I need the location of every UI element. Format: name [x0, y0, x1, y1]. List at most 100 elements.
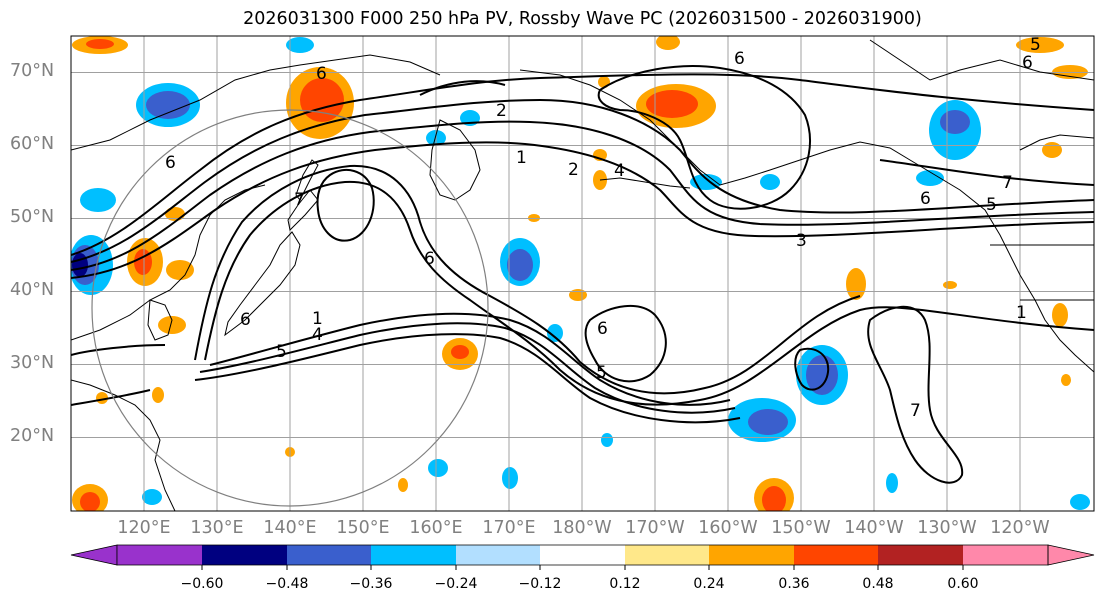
colorbar-tick-label: 0.36	[778, 576, 810, 592]
pv-contour-line	[194, 164, 861, 395]
positive-anomaly-blob	[398, 478, 408, 492]
positive-anomaly-blob	[846, 268, 866, 300]
contour-label: 2	[568, 160, 579, 180]
contour-label: 5	[276, 342, 287, 362]
colorbar-bin	[371, 545, 456, 565]
contour-label: 1	[312, 309, 323, 329]
colorbar-tick-label: 0.12	[609, 576, 641, 592]
contour-label: 6	[424, 249, 435, 269]
pv-contour-line	[867, 305, 964, 484]
aleutian-arc	[599, 177, 691, 189]
colorbar-bin	[117, 545, 202, 565]
negative-anomaly-blob	[916, 170, 944, 186]
positive-anomaly-blob	[754, 478, 794, 511]
colorbar-tick-label: 0.48	[862, 576, 894, 592]
pv-contour-line	[584, 304, 667, 383]
lon-label: 160°W	[698, 518, 758, 538]
positive-anomaly-blob	[943, 281, 957, 289]
pv-contour-line	[71, 73, 1094, 256]
pv-contour-line	[316, 168, 375, 242]
pv-contour-line	[597, 65, 811, 210]
contour-label: 5	[1030, 35, 1041, 55]
negative-anomaly-blob	[80, 188, 116, 212]
pv-contour-line	[209, 312, 731, 406]
negative-anomaly-blob	[502, 467, 518, 489]
contour-label: 7	[1002, 173, 1013, 193]
korea-coast	[147, 299, 173, 341]
colorbar-tick-label: −0.24	[434, 576, 478, 592]
contour-label: 7	[910, 401, 921, 421]
negative-anomaly-blob	[500, 238, 540, 286]
positive-anomaly-blob	[636, 84, 716, 128]
negative-anomaly-blob	[136, 83, 200, 127]
contour-label: 6	[1022, 53, 1033, 73]
negative-anomaly-blob	[760, 174, 780, 190]
positive-anomaly-blob	[152, 387, 164, 403]
lon-label: 180°W	[552, 518, 612, 538]
colorbar-bin	[625, 545, 709, 565]
contour-label: 4	[312, 325, 323, 345]
lon-label: 160°E	[409, 518, 463, 538]
contour-label: 2	[496, 101, 507, 121]
positive-anomaly-blob	[656, 36, 680, 50]
map-title: 2026031300 F000 250 hPa PV, Rossby Wave …	[243, 9, 922, 29]
colorbar-max-extend	[1047, 544, 1095, 566]
negative-anomaly-blob	[886, 473, 898, 493]
lat-label: 40°N	[10, 280, 55, 300]
contour-label: 6	[316, 64, 327, 84]
colorbar-tick-label: −0.36	[349, 576, 393, 592]
lon-label: 130°W	[917, 518, 977, 538]
lat-label: 20°N	[10, 426, 55, 446]
negative-anomaly-blob	[547, 324, 563, 342]
colorbar-bin	[540, 545, 625, 565]
kamchatka-coast	[429, 119, 481, 201]
colorbar-ticks	[201, 565, 964, 570]
colorbar-bin	[963, 545, 1048, 565]
pv-contour-line	[199, 322, 736, 414]
positive-anomaly-blob	[166, 260, 194, 280]
pv-contour-line	[71, 120, 1094, 271]
lat-label: 70°N	[10, 61, 55, 81]
pv-contour-line	[879, 159, 1094, 186]
positive-anomaly-blob	[72, 36, 128, 54]
asia-east-coast	[71, 184, 266, 341]
negative-anomaly-blob	[601, 433, 613, 447]
great-circle-radius	[91, 109, 489, 507]
positive-anomaly-blob	[1042, 142, 1062, 158]
colorbar-tick-label: −0.60	[180, 576, 224, 592]
negative-anomaly-blob	[728, 398, 796, 442]
contour-label: 4	[614, 161, 625, 181]
colorbar-bin	[456, 545, 540, 565]
positive-anomaly-blob	[569, 289, 587, 301]
positive-anomaly-blob	[598, 76, 610, 88]
contour-label: 3	[796, 231, 807, 251]
lon-label: 120°W	[990, 518, 1050, 538]
contour-label: 6	[240, 310, 251, 330]
positive-anomaly-blob	[1061, 374, 1071, 386]
map-frame	[70, 35, 1095, 512]
positive-anomaly-blob	[442, 338, 478, 370]
pv-contour-line	[194, 333, 741, 424]
colorbar-bin	[202, 545, 287, 565]
hudson-coast	[1019, 134, 1094, 151]
contour-labels: 6 6 6 6 6 6 6 5 5 5 4 4 3 2 2 1 1 7 7 7 …	[165, 35, 1041, 421]
positive-anomaly-blob	[1052, 303, 1068, 327]
pv-contours	[71, 65, 1094, 484]
lat-label: 50°N	[10, 207, 55, 227]
pv-contour-line	[794, 347, 830, 391]
lat-label: 30°N	[10, 353, 55, 373]
arctic-coast	[869, 39, 1094, 81]
japan-coast	[224, 231, 301, 337]
contour-label: 5	[986, 195, 997, 215]
pv-contour-line	[71, 344, 166, 356]
negative-anomaly-blob	[286, 37, 314, 53]
pv-contour-line	[419, 80, 506, 96]
lon-label: 140°E	[263, 518, 317, 538]
lon-label: 140°W	[844, 518, 904, 538]
contour-label: 6	[734, 49, 745, 69]
negative-anomaly-blob	[142, 489, 162, 505]
positive-anomaly-blob	[72, 484, 108, 511]
colorbar-tick-label: −0.48	[265, 576, 309, 592]
positive-anomaly-blob	[158, 316, 186, 334]
